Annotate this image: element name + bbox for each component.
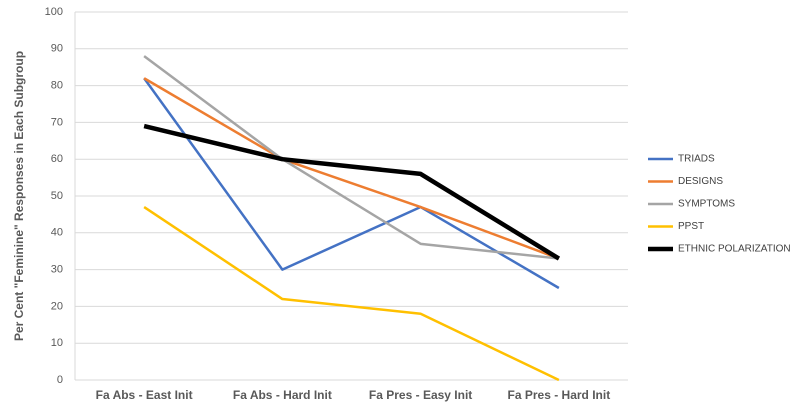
series-line bbox=[143, 123, 561, 261]
series-line bbox=[143, 55, 560, 260]
legend-label: TRIADS bbox=[678, 154, 715, 165]
y-tick-label: 0 bbox=[57, 374, 63, 386]
legend-label: DESIGNS bbox=[678, 176, 723, 187]
x-tick-label: Fa Pres - Easy Init bbox=[369, 388, 472, 402]
y-tick-label: 40 bbox=[51, 227, 63, 239]
y-tick-label: 90 bbox=[51, 43, 63, 55]
legend-label: PPST bbox=[678, 221, 704, 232]
y-tick-label: 30 bbox=[51, 264, 63, 276]
y-axis-label: Per Cent "Feminine" Responses in Each Su… bbox=[12, 51, 26, 341]
y-tick-label: 10 bbox=[51, 337, 63, 349]
y-tick-label: 80 bbox=[51, 80, 63, 92]
series-line bbox=[143, 77, 560, 260]
series-line bbox=[143, 77, 560, 290]
x-tick-label: Fa Abs - Hard Init bbox=[233, 388, 332, 402]
y-tick-label: 60 bbox=[51, 153, 63, 165]
y-tick-label: 50 bbox=[51, 190, 63, 202]
legend-label: ETHNIC POLARIZATION bbox=[678, 244, 791, 255]
series-line bbox=[143, 205, 560, 382]
y-tick-label: 70 bbox=[51, 116, 63, 128]
y-tick-label: 100 bbox=[45, 6, 63, 18]
x-tick-label: Fa Abs - East Init bbox=[96, 388, 193, 402]
x-tick-label: Fa Pres - Hard Init bbox=[508, 388, 611, 402]
legend-label: SYMPTOMS bbox=[678, 199, 735, 210]
y-tick-label: 20 bbox=[51, 300, 63, 312]
